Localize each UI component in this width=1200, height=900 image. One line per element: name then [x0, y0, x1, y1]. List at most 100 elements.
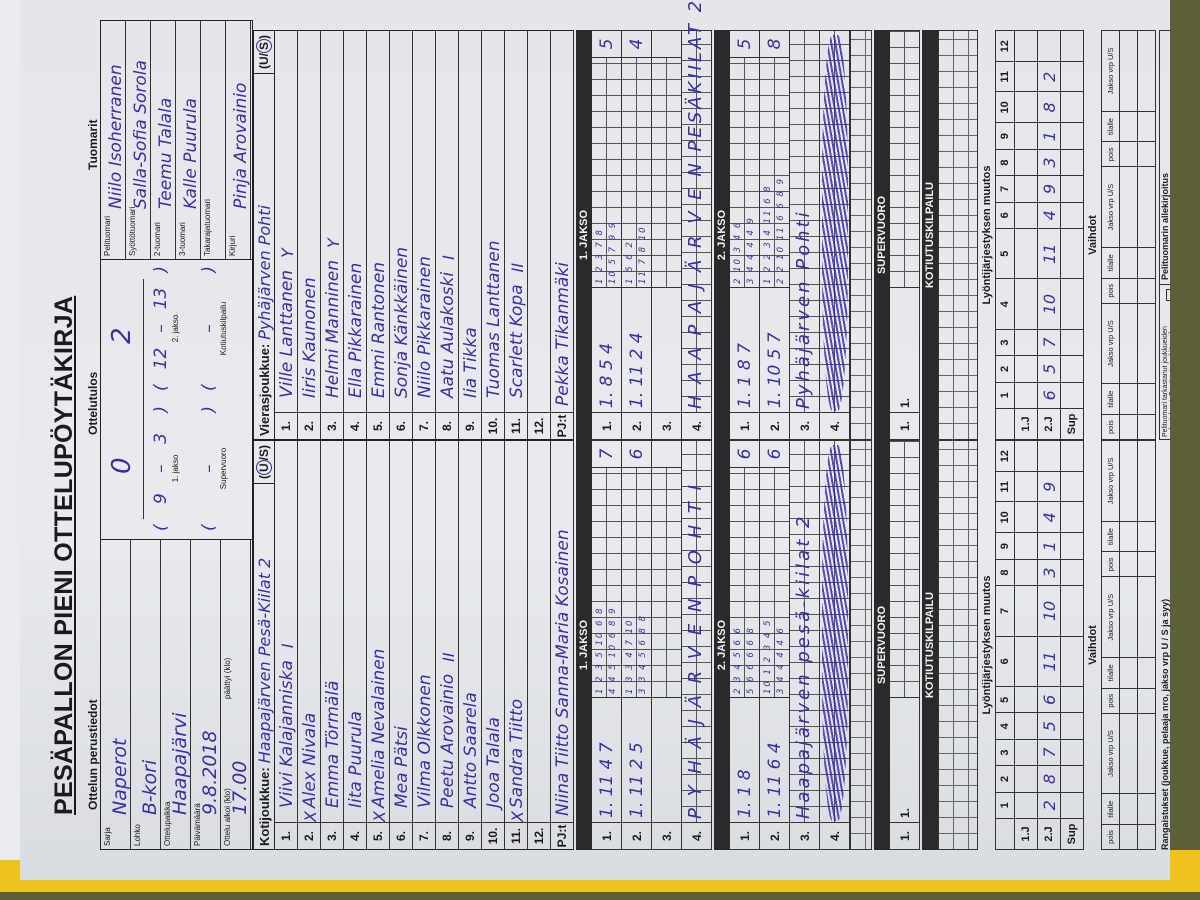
lineup-cell[interactable]: [1014, 765, 1038, 793]
player-name[interactable]: Aatu Aulakoski: [438, 271, 459, 398]
subs-cell[interactable]: [1119, 576, 1138, 658]
subs-cell[interactable]: [1119, 440, 1138, 522]
lineup-cell[interactable]: [1060, 61, 1084, 92]
subs-cell[interactable]: [1137, 657, 1156, 689]
lineup-cell[interactable]: 1: [1037, 122, 1061, 150]
pj-names[interactable]: Pekka Tikanmäki: [553, 262, 574, 406]
lineup-cell[interactable]: [1060, 30, 1084, 62]
player-name[interactable]: Scarlett Kopa: [507, 284, 528, 398]
subs-cell[interactable]: [1119, 551, 1138, 577]
subs-cell[interactable]: [1119, 247, 1138, 279]
pj-names[interactable]: Niina Tiitto Sanna-Maria Kosainen: [553, 529, 574, 816]
batting-entry[interactable]: 1. 11 6 4: [760, 697, 789, 822]
lineup-cell[interactable]: [1060, 532, 1084, 560]
lineup-cell[interactable]: 10: [1037, 585, 1061, 637]
player-name[interactable]: Helmi Manninen: [323, 259, 344, 398]
lineup-cell[interactable]: 5: [1037, 355, 1061, 383]
lineup-cell[interactable]: 7: [1037, 739, 1061, 766]
subs-cell[interactable]: [1137, 551, 1156, 577]
subs-cell[interactable]: [1137, 141, 1156, 167]
lineup-cell[interactable]: 10: [1037, 278, 1061, 330]
player-name[interactable]: Emma Törmälä: [323, 680, 344, 808]
field-value[interactable]: Haapajärvi: [169, 712, 191, 815]
field-value[interactable]: 9.8.2018: [199, 730, 221, 815]
batting-entry[interactable]: 1. 10 5 7: [760, 287, 789, 412]
lineup-cell[interactable]: [1014, 355, 1038, 383]
lineup-cell[interactable]: [1014, 559, 1038, 586]
lineup-cell[interactable]: 6: [1037, 686, 1061, 713]
subs-cell[interactable]: [1119, 521, 1138, 552]
lineup-cell[interactable]: [1060, 440, 1084, 472]
licence-checkbox[interactable]: [1166, 289, 1170, 301]
team-name[interactable]: Pyhäjärven Pohti: [254, 205, 274, 340]
lineup-cell[interactable]: 3: [1037, 149, 1061, 176]
player-name[interactable]: Mea Pätsi: [392, 726, 413, 808]
lineup-cell[interactable]: [1060, 686, 1084, 713]
lineup-cell[interactable]: [1060, 149, 1084, 176]
lineup-cell[interactable]: [1060, 122, 1084, 150]
field-value[interactable]: Naperot: [109, 738, 131, 816]
batting-entry[interactable]: 1. 1 8: [730, 697, 759, 822]
lineup-cell[interactable]: 4: [1037, 202, 1061, 229]
lineup-cell[interactable]: [1014, 636, 1038, 687]
lineup-cell[interactable]: [1014, 202, 1038, 229]
run-grid[interactable]: 1 2 3 7 8 10 5 7 9 9: [592, 58, 621, 287]
player-name[interactable]: Niilo Pikkarainen: [415, 256, 436, 398]
batting-entry[interactable]: [652, 287, 681, 412]
player-name[interactable]: Ville Lanttanen: [277, 269, 298, 398]
subs-cell[interactable]: [1119, 657, 1138, 689]
lineup-cell[interactable]: [1014, 175, 1038, 203]
subs-cell[interactable]: [1137, 30, 1156, 112]
subs-cell[interactable]: [1137, 278, 1156, 304]
run-grid[interactable]: [890, 31, 919, 287]
lineup-cell[interactable]: [1014, 61, 1038, 92]
lineup-cell[interactable]: [1014, 585, 1038, 637]
lineup-cell[interactable]: [1060, 471, 1084, 502]
lineup-cell[interactable]: [1060, 175, 1084, 203]
run-grid[interactable]: [652, 58, 681, 287]
lineup-cell[interactable]: [1014, 122, 1038, 150]
subs-cell[interactable]: [1119, 166, 1138, 248]
batting-entry[interactable]: 1. 1 8 7: [730, 287, 759, 412]
lineup-cell[interactable]: [1014, 739, 1038, 766]
lineup-cell[interactable]: [1060, 278, 1084, 330]
run-grid[interactable]: [652, 468, 681, 697]
lineup-cell[interactable]: [1060, 91, 1084, 123]
lineup-cell[interactable]: [1060, 501, 1084, 533]
player-name[interactable]: Amelia Nevalainen: [369, 648, 390, 808]
subs-cell[interactable]: [1137, 793, 1156, 825]
lineup-cell[interactable]: 3: [1037, 559, 1061, 586]
lineup-cell[interactable]: [1014, 30, 1038, 62]
subs-cell[interactable]: [1119, 141, 1138, 167]
lineup-cell[interactable]: [1014, 712, 1038, 740]
lineup-cell[interactable]: [1014, 228, 1038, 279]
lineup-cell[interactable]: [1060, 228, 1084, 279]
subs-cell[interactable]: [1119, 688, 1138, 714]
referee-name[interactable]: Teemu Talala: [156, 97, 176, 209]
lineup-cell[interactable]: [1037, 30, 1061, 62]
player-name[interactable]: Peetu Arovainio: [438, 673, 459, 808]
lineup-cell[interactable]: [1060, 329, 1084, 356]
lineup-cell[interactable]: [1014, 91, 1038, 123]
player-name[interactable]: Iiris Kaunonen: [300, 277, 321, 398]
lineup-cell[interactable]: [1014, 471, 1038, 502]
lineup-cell[interactable]: [1060, 202, 1084, 229]
subs-cell[interactable]: [1119, 278, 1138, 304]
lineup-cell[interactable]: 4: [1037, 501, 1061, 533]
batting-entry[interactable]: 1. 11 4 7: [592, 697, 621, 822]
subs-cell[interactable]: [1137, 521, 1156, 552]
subs-cell[interactable]: [1119, 383, 1138, 415]
player-name[interactable]: Viivi Kalajanniska: [277, 660, 298, 808]
kotiutus-grid[interactable]: [938, 440, 978, 850]
referee-name[interactable]: Salla-Sofia Sorola: [131, 60, 151, 209]
lineup-cell[interactable]: 8: [1037, 91, 1061, 123]
subs-cell[interactable]: [1119, 414, 1138, 440]
lineup-cell[interactable]: [1060, 355, 1084, 383]
player-name[interactable]: Antto Saarela: [461, 692, 482, 808]
subs-cell[interactable]: [1119, 824, 1138, 850]
subs-cell[interactable]: [1137, 247, 1156, 279]
